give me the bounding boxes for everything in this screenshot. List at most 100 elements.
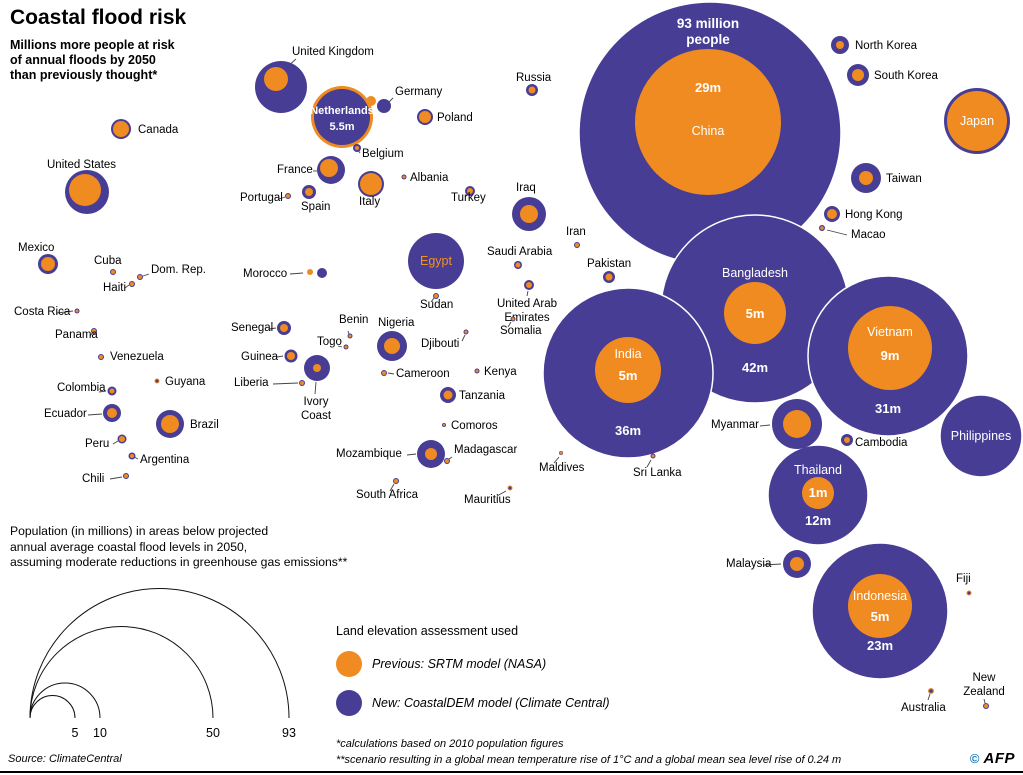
page-title: Coastal flood risk: [10, 6, 187, 29]
previous-model-circle: [130, 454, 134, 458]
country-label: Coast: [301, 410, 332, 422]
leader-line: [406, 453, 417, 456]
previous-model-circle: [75, 309, 79, 313]
country-new-zealand: New Zealand: [963, 672, 1005, 709]
country-label: Turkey: [451, 192, 486, 204]
country-peru: Peru: [85, 434, 127, 450]
scale-tick-label: 5: [72, 726, 79, 740]
country-russia: Russia: [516, 72, 552, 96]
country-france: France: [277, 156, 345, 184]
country-haiti: Haiti: [103, 281, 135, 294]
country-kenya: Kenya: [474, 366, 517, 378]
previous-model-circle: [443, 390, 453, 400]
country-turkey: Turkey: [451, 186, 486, 204]
country-label: Mexico: [18, 242, 54, 254]
bubble-annotation: Indonesia: [853, 589, 907, 603]
previous-model-circle: [394, 479, 398, 483]
country-taiwan: Taiwan: [851, 163, 922, 193]
bubble-annotation: 1m: [809, 485, 828, 500]
new-model-swatch-icon: [336, 690, 362, 716]
previous-model-circle: [109, 388, 115, 394]
leader-line: [927, 693, 931, 701]
country-benin: Benin: [339, 314, 368, 339]
previous-model-circle: [419, 111, 431, 123]
footnote-line: **scenario resulting in a global mean te…: [336, 754, 842, 766]
previous-model-circle: [92, 329, 96, 333]
bubble-annotation: Philippines: [951, 429, 1011, 443]
country-label: Saudi Arabia: [487, 246, 553, 258]
previous-model-circle: [559, 451, 563, 455]
previous-model-circle: [313, 364, 321, 372]
leader-line: [87, 413, 103, 416]
previous-model-circle: [111, 270, 115, 274]
country-egypt: Egypt: [408, 233, 464, 289]
country-label: Macao: [851, 229, 886, 241]
scale-tick-label: 10: [93, 726, 107, 740]
country-australia: Australia: [901, 688, 946, 714]
previous-model-circle: [526, 282, 532, 288]
leader-line: [337, 345, 343, 348]
country-label: Togo: [317, 336, 342, 348]
bubble-annotation: Bangladesh: [722, 266, 788, 280]
country-guyana: Guyana: [154, 376, 206, 388]
new-model-circle: [939, 394, 1023, 478]
previous-model-circle: [41, 257, 55, 271]
country-label: Dom. Rep.: [151, 264, 206, 276]
legend-item-new: New: CoastalDEM model (Climate Central): [336, 690, 610, 716]
country-label: Venezuela: [110, 351, 164, 363]
country-label: Haiti: [103, 282, 126, 294]
previous-model-circle: [848, 574, 912, 638]
previous-model-circle: [138, 275, 142, 279]
country-label: Djibouti: [421, 338, 459, 350]
previous-model-circle: [520, 205, 538, 223]
afp-wordmark: AFP: [983, 750, 1015, 767]
previous-model-circle: [113, 121, 129, 137]
country-label: South Africa: [356, 489, 419, 501]
subtitle-line: than previously thought*: [10, 68, 158, 82]
previous-model-circle: [434, 294, 438, 298]
country-tanzania: Tanzania: [440, 387, 506, 403]
country-label: Taiwan: [886, 173, 922, 185]
previous-model-circle: [307, 269, 313, 275]
legend-label-new: New: CoastalDEM model (Climate Central): [372, 696, 610, 710]
country-canada: Canada: [111, 119, 179, 139]
legend-heading: Land elevation assessment used: [336, 624, 519, 638]
country-label: Russia: [516, 72, 552, 84]
previous-model-circle: [280, 324, 288, 332]
country-guinea: Guinea: [241, 349, 298, 363]
country-label: Pakistan: [587, 258, 631, 270]
country-label: Italy: [359, 196, 380, 208]
leader-line: [142, 273, 150, 277]
country-philippines: Philippines: [939, 394, 1023, 478]
country-label: Canada: [138, 124, 179, 136]
country-south-africa: South Africa: [356, 478, 419, 501]
bubble-annotation: Japan: [960, 114, 994, 128]
country-label: Australia: [901, 702, 946, 714]
country-label: Maldives: [539, 462, 585, 474]
previous-model-circle: [844, 437, 850, 443]
country-label: Emirates: [504, 312, 550, 324]
leader-line: [646, 459, 652, 468]
country-venezuela: Venezuela: [98, 351, 164, 363]
country-saudi-arabia: Saudi Arabia: [487, 246, 553, 269]
leader-line: [289, 272, 304, 275]
country-iraq: Iraq: [512, 182, 546, 231]
leader-line: [763, 563, 782, 566]
scale-tick-label: 50: [206, 726, 220, 740]
country-label: North Korea: [855, 40, 918, 52]
leader-line: [272, 382, 299, 385]
country-cambodia: Cambodia: [841, 434, 908, 449]
previous-model-circle: [124, 474, 128, 478]
country-united-kingdom: United Kingdom: [255, 46, 374, 113]
country-label: Malaysia: [726, 558, 772, 570]
leader-line: [347, 330, 350, 335]
previous-model-circle: [475, 369, 479, 373]
previous-model-circle: [511, 317, 515, 321]
country-label: Myanmar: [711, 419, 759, 431]
previous-model-circle: [651, 454, 655, 458]
bubble-annotation: 31m: [875, 401, 901, 416]
country-mauritius: Mauritius: [464, 485, 513, 506]
country-thailand: Thailand 1m 12m: [767, 444, 869, 546]
bubble-annotation: 5m: [746, 306, 765, 321]
new-model-circle: [508, 486, 512, 490]
